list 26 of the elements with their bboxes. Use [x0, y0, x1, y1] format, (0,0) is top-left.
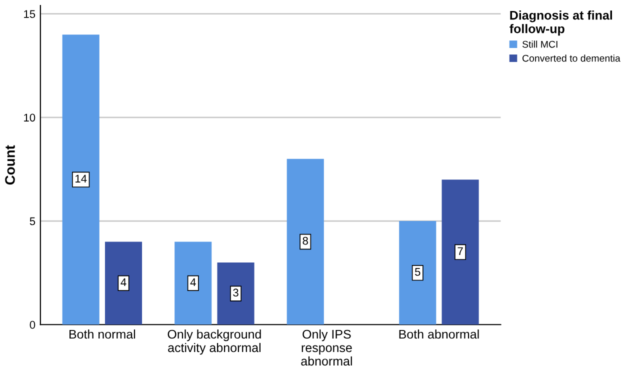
- data-label: 7: [458, 247, 463, 255]
- data-label: 14: [76, 174, 87, 182]
- x-tick-label: Both abnormal: [399, 329, 479, 339]
- bar: [62, 34, 100, 325]
- bar: [217, 262, 254, 325]
- data-label: 4: [190, 278, 196, 286]
- data-label: 4: [120, 278, 126, 286]
- x-tick-label: Both normal: [70, 329, 136, 339]
- y-axis-title: Count: [5, 145, 15, 185]
- data-label: 3: [233, 288, 238, 297]
- bar: [442, 180, 479, 325]
- legend-title: Diagnosis at final follow-up: [510, 10, 612, 36]
- legend-label: Converted to dementia: [522, 54, 620, 62]
- x-tick-label: Only background activity abnormal: [168, 329, 261, 355]
- y-tick-label: 10: [24, 114, 36, 122]
- y-tick-label: 5: [30, 217, 36, 226]
- bar: [104, 242, 142, 325]
- bar: [174, 242, 212, 325]
- y-tick-label: 0: [30, 320, 36, 329]
- data-label: 8: [302, 236, 308, 245]
- bar: [399, 221, 436, 325]
- data-label: 5: [414, 268, 420, 276]
- y-tick-label: 15: [24, 10, 36, 18]
- bar: [286, 158, 324, 325]
- legend-label: Still MCI: [522, 40, 558, 48]
- x-tick-label: Only IPS response abnormal: [301, 329, 352, 366]
